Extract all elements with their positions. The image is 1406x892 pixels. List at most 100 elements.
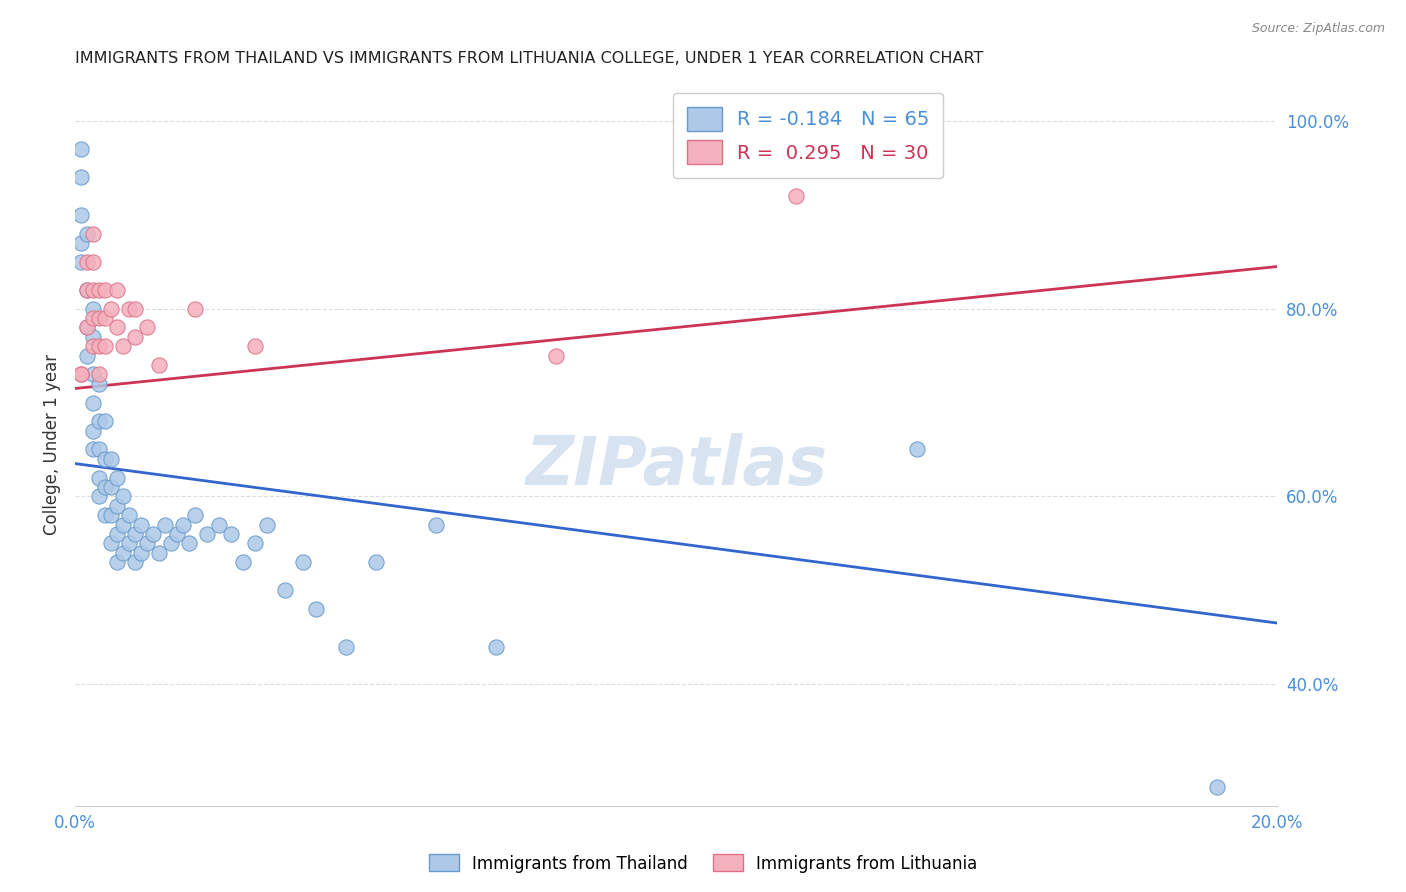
Point	[485, 640, 508, 654]
Text: ZIPatlas: ZIPatlas	[526, 434, 827, 500]
Point	[425, 517, 447, 532]
Text: Source: ZipAtlas.com: Source: ZipAtlas.com	[1251, 22, 1385, 36]
Point	[82, 330, 104, 344]
Point	[105, 527, 128, 541]
Point	[70, 368, 93, 382]
Point	[112, 546, 135, 560]
Point	[129, 546, 152, 560]
Point	[179, 536, 201, 550]
Point	[94, 283, 117, 297]
Point	[112, 490, 135, 504]
Point	[208, 517, 231, 532]
Point	[87, 283, 110, 297]
Point	[304, 602, 326, 616]
Point	[82, 368, 104, 382]
Point	[76, 320, 98, 334]
Point	[100, 480, 122, 494]
Point	[82, 339, 104, 353]
Point	[118, 536, 141, 550]
Point	[153, 517, 176, 532]
Point	[124, 301, 146, 316]
Legend: R = -0.184   N = 65, R =  0.295   N = 30: R = -0.184 N = 65, R = 0.295 N = 30	[673, 94, 943, 178]
Point	[87, 490, 110, 504]
Point	[70, 368, 93, 382]
Point	[292, 555, 315, 569]
Point	[94, 311, 117, 326]
Point	[76, 283, 98, 297]
Point	[76, 349, 98, 363]
Point	[105, 499, 128, 513]
Point	[82, 395, 104, 409]
Point	[82, 255, 104, 269]
Point	[221, 527, 243, 541]
Point	[274, 583, 297, 598]
Point	[82, 442, 104, 457]
Point	[76, 320, 98, 334]
Point	[70, 208, 93, 222]
Point	[94, 451, 117, 466]
Point	[112, 339, 135, 353]
Point	[148, 546, 170, 560]
Point	[100, 301, 122, 316]
Point	[195, 527, 218, 541]
Point	[105, 283, 128, 297]
Point	[105, 555, 128, 569]
Point	[184, 508, 207, 523]
Point	[245, 536, 267, 550]
Point	[905, 442, 928, 457]
Point	[70, 235, 93, 250]
Point	[94, 508, 117, 523]
Point	[136, 320, 159, 334]
Point	[136, 536, 159, 550]
Point	[124, 555, 146, 569]
Point	[87, 442, 110, 457]
Point	[105, 470, 128, 484]
Point	[256, 517, 278, 532]
Point	[129, 517, 152, 532]
Point	[100, 451, 122, 466]
Point	[124, 330, 146, 344]
Point	[364, 555, 387, 569]
Point	[245, 339, 267, 353]
Point	[105, 320, 128, 334]
Point	[87, 311, 110, 326]
Point	[76, 227, 98, 241]
Point	[82, 311, 104, 326]
Text: IMMIGRANTS FROM THAILAND VS IMMIGRANTS FROM LITHUANIA COLLEGE, UNDER 1 YEAR CORR: IMMIGRANTS FROM THAILAND VS IMMIGRANTS F…	[75, 51, 983, 66]
Point	[124, 527, 146, 541]
Point	[118, 301, 141, 316]
Point	[142, 527, 165, 541]
Point	[76, 283, 98, 297]
Legend: Immigrants from Thailand, Immigrants from Lithuania: Immigrants from Thailand, Immigrants fro…	[422, 847, 984, 880]
Point	[1206, 780, 1229, 795]
Point	[785, 189, 807, 203]
Point	[94, 339, 117, 353]
Point	[82, 283, 104, 297]
Point	[160, 536, 183, 550]
Point	[166, 527, 188, 541]
Point	[82, 424, 104, 438]
Point	[70, 142, 93, 156]
Point	[87, 470, 110, 484]
Point	[232, 555, 254, 569]
Point	[82, 301, 104, 316]
Point	[70, 170, 93, 185]
Point	[87, 368, 110, 382]
Point	[94, 480, 117, 494]
Point	[118, 508, 141, 523]
Point	[100, 508, 122, 523]
Point	[335, 640, 357, 654]
Point	[82, 227, 104, 241]
Point	[184, 301, 207, 316]
Point	[87, 414, 110, 428]
Point	[148, 358, 170, 372]
Point	[112, 517, 135, 532]
Point	[70, 255, 93, 269]
Y-axis label: College, Under 1 year: College, Under 1 year	[44, 354, 60, 535]
Point	[544, 349, 567, 363]
Point	[87, 376, 110, 391]
Point	[94, 414, 117, 428]
Point	[100, 536, 122, 550]
Point	[76, 255, 98, 269]
Point	[87, 339, 110, 353]
